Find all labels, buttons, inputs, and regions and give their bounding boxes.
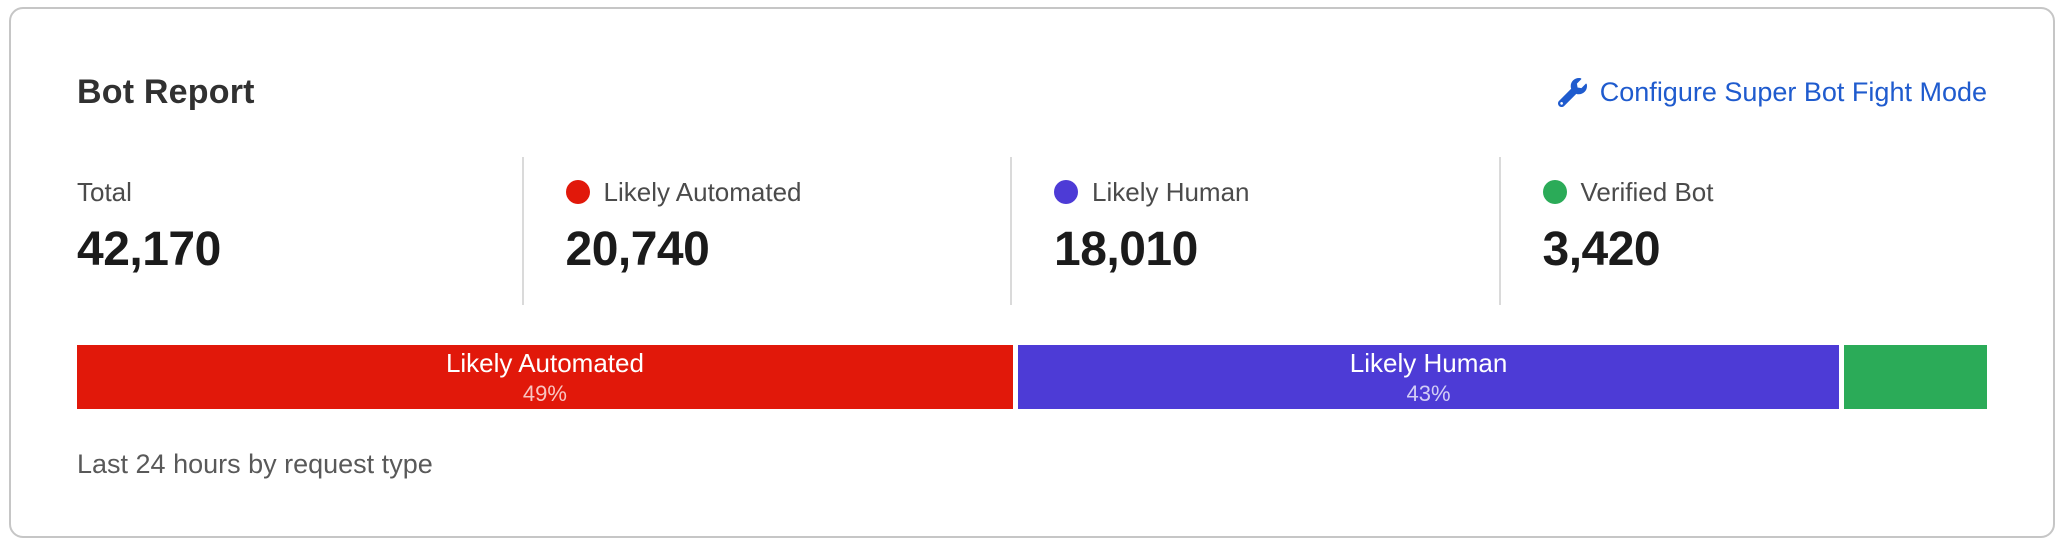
stat-total: Total 42,170 bbox=[77, 157, 522, 305]
stat-value: 20,740 bbox=[565, 223, 710, 276]
configure-super-bot-fight-mode-link[interactable]: Configure Super Bot Fight Mode bbox=[1557, 75, 1987, 109]
stat-value: 42,170 bbox=[77, 223, 221, 276]
dot-icon bbox=[1542, 180, 1567, 204]
stat-label: Likely Human bbox=[1092, 177, 1250, 207]
stat-likely-automated: Likely Automated 20,740 bbox=[521, 157, 1011, 305]
bot-distribution-bar: Likely Automated 49% Likely Human 43% bbox=[77, 345, 1987, 409]
bar-segment-likely-human: Likely Human 43% bbox=[1017, 345, 1840, 409]
wrench-icon bbox=[1557, 77, 1587, 107]
footnote: Last 24 hours by request type bbox=[77, 449, 433, 479]
dot-icon bbox=[1054, 180, 1078, 204]
stat-label: Verified Bot bbox=[1580, 177, 1714, 207]
stat-verified-bot: Verified Bot 3,420 bbox=[1498, 157, 1988, 305]
stat-likely-human: Likely Human 18,010 bbox=[1010, 157, 1499, 305]
stat-label: Total bbox=[77, 177, 132, 207]
segment-percent: 43% bbox=[1406, 381, 1451, 406]
bot-report-card: Bot Report Configure Super Bot Fight Mod… bbox=[9, 7, 2055, 538]
card-header: Bot Report Configure Super Bot Fight Mod… bbox=[77, 71, 1987, 113]
configure-link-label: Configure Super Bot Fight Mode bbox=[1599, 77, 1987, 107]
segment-label: Likely Human bbox=[1349, 348, 1508, 378]
bar-segment-likely-automated: Likely Automated 49% bbox=[77, 345, 1013, 409]
stat-value: 3,420 bbox=[1542, 223, 1661, 276]
stat-value: 18,010 bbox=[1054, 223, 1198, 276]
bar-segment-verified-bot bbox=[1844, 345, 1987, 409]
segment-percent: 49% bbox=[522, 381, 567, 406]
page-title: Bot Report bbox=[77, 73, 255, 111]
segment-label: Likely Automated bbox=[445, 348, 644, 378]
dot-icon bbox=[565, 180, 590, 204]
stat-label: Likely Automated bbox=[603, 177, 802, 207]
stats-row: Total 42,170 Likely Automated 20,740 Lik… bbox=[77, 157, 1987, 305]
